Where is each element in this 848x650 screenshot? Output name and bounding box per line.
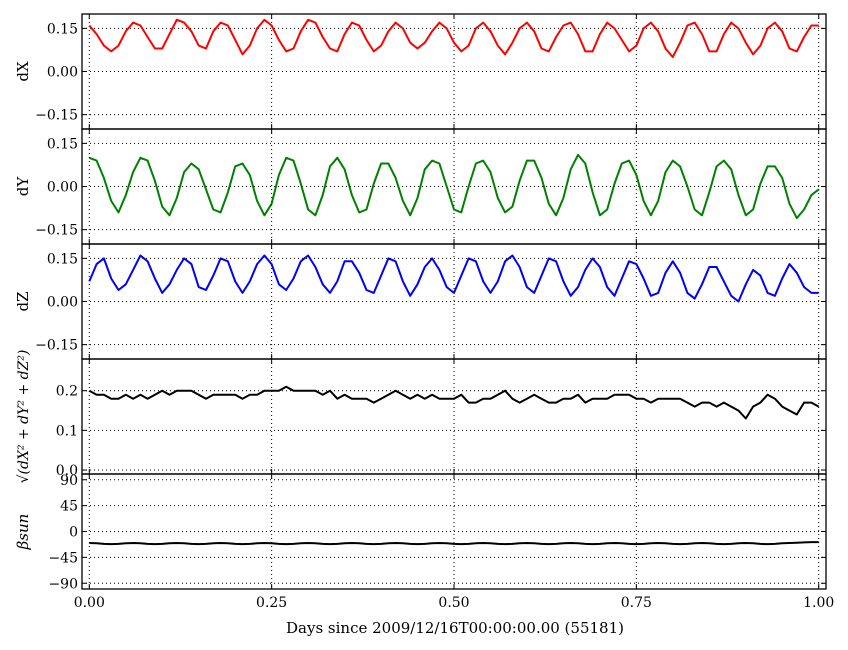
chart-panels: −0.150.000.15dX−0.150.000.15dY−0.150.000… — [14, 13, 827, 592]
y-axis-label: dZ — [14, 291, 32, 311]
panel-2: −0.15 0.00 0.15 dY — [14, 128, 827, 245]
y-tick-label: 0.00 — [47, 295, 78, 311]
y-tick-label: 45 — [60, 499, 78, 515]
x-tick-label: 0.75 — [621, 595, 652, 611]
series-line-1 — [88, 18, 819, 59]
panel-3: −0.15 0.00 0.15 dZ — [14, 243, 827, 360]
y-tick-label: 0.0 — [56, 463, 78, 479]
series-line-5 — [89, 541, 819, 546]
y-tick-label: 0.2 — [56, 384, 78, 400]
shared-x-axis: 0.00 0.25 0.50 0.75 1.00 — [74, 595, 835, 611]
y-axis-label: √(dX² + dY² + dZ²) — [16, 350, 32, 484]
y-tick-label: 0.1 — [56, 423, 78, 439]
y-tick-label: −0.15 — [35, 108, 78, 124]
axes-frame — [81, 473, 827, 590]
x-tick-label: 0.00 — [74, 595, 105, 611]
panel-5: −90 −45 0 45 90 βsun — [14, 473, 827, 592]
y-tick-label: −90 — [48, 576, 78, 592]
series-line-4 — [88, 385, 820, 420]
y-tick-label: 0.15 — [47, 21, 78, 37]
y-tick-label: 0.15 — [47, 251, 78, 267]
axes-frame — [81, 358, 827, 475]
y-tick-label: −0.15 — [35, 338, 78, 354]
y-tick-label: −0.15 — [35, 223, 78, 239]
x-axis-label: Days since 2009/12/16T00:00:00.00 (55181… — [286, 619, 624, 637]
y-axis-label: dX — [14, 61, 32, 82]
y-tick-label: 0.15 — [47, 136, 78, 152]
y-tick-label: 0.00 — [47, 180, 78, 196]
y-axis-label: βsun — [14, 514, 32, 551]
y-axis-label: dY — [14, 176, 32, 197]
y-tick-label: 0.00 — [47, 65, 78, 81]
x-tick-label: 0.50 — [438, 595, 469, 611]
y-tick-label: −45 — [48, 550, 78, 566]
x-tick-label: 1.00 — [803, 595, 834, 611]
panel-1: −0.15 0.00 0.15 dX — [14, 13, 827, 130]
y-tick-label: 90 — [60, 473, 78, 489]
y-tick-label: 0 — [69, 525, 78, 541]
x-tick-label: 0.25 — [256, 595, 287, 611]
series-line-2 — [88, 153, 820, 220]
panel-4: 0.0 0.1 0.2 √(dX² + dY² + dZ²) — [16, 350, 827, 484]
series-line-3 — [88, 254, 819, 303]
